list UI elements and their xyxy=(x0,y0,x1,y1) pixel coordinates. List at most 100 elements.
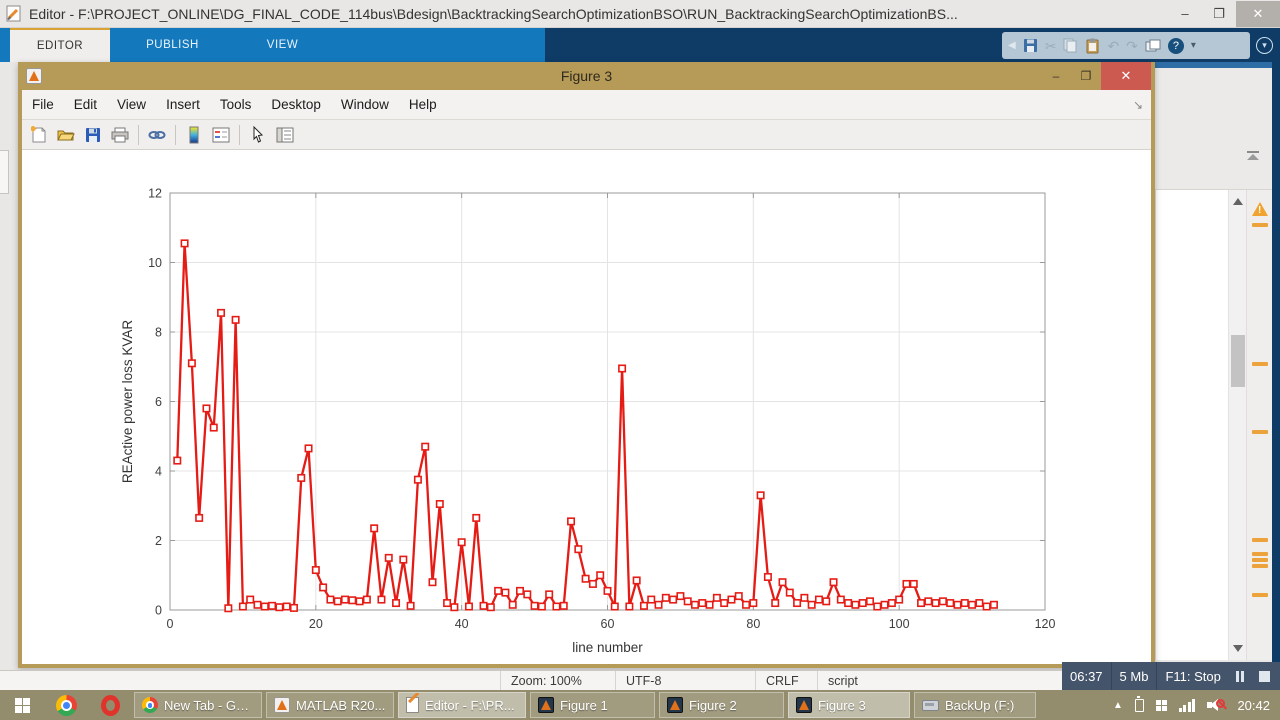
pause-icon[interactable] xyxy=(1229,670,1251,682)
network-signal-icon[interactable] xyxy=(1178,698,1196,712)
svg-text:100: 100 xyxy=(889,617,910,631)
warning-marker[interactable] xyxy=(1252,430,1268,434)
editor-statusbar: Zoom: 100% UTF-8 CRLF script xyxy=(0,670,1280,691)
insert-colorbar-icon[interactable] xyxy=(185,126,203,144)
edit-plot-icon[interactable] xyxy=(249,125,267,144)
switch-windows-icon[interactable] xyxy=(1145,39,1161,53)
warning-marker[interactable] xyxy=(1252,564,1268,568)
figure-menubar: File Edit View Insert Tools Desktop Wind… xyxy=(22,90,1151,120)
scrollbar-up-icon[interactable] xyxy=(1233,198,1243,205)
stop-icon[interactable] xyxy=(1258,670,1270,682)
editor-message-bar xyxy=(1246,190,1272,660)
figure-titlebar[interactable]: Figure 3 – ❐ ✕ xyxy=(18,62,1155,90)
scrollbar-thumb[interactable] xyxy=(1231,335,1245,387)
svg-text:60: 60 xyxy=(601,617,615,631)
warning-marker[interactable] xyxy=(1252,552,1268,556)
figure-plot-area: 0 20 40 60 80 100 120 0 2 4 6 8 10 12 line number REAct… xyxy=(22,150,1151,664)
quick-access-toolbar: ◀ ✂ ↶ ↷ ? ▾ xyxy=(1002,32,1250,59)
save-figure-icon[interactable] xyxy=(84,126,102,144)
taskbar-button-chrome[interactable]: New Tab - Go... xyxy=(134,692,262,718)
chevron-left-icon[interactable]: ◀ xyxy=(1008,39,1016,51)
windows-tray-icon[interactable] xyxy=(1155,699,1167,711)
tray-expand-icon[interactable]: ▲ xyxy=(1113,699,1123,711)
warning-marker[interactable] xyxy=(1252,538,1268,542)
chrome-icon xyxy=(142,697,158,713)
editor-icon xyxy=(406,697,419,713)
warning-marker[interactable] xyxy=(1252,593,1268,597)
figure-title: Figure 3 xyxy=(560,68,613,84)
svg-text:10: 10 xyxy=(148,256,162,270)
taskbar-button-figure3[interactable]: Figure 3 xyxy=(788,692,910,718)
volume-muted-icon[interactable] xyxy=(1207,697,1226,713)
figure-close-button[interactable]: ✕ xyxy=(1101,62,1151,90)
figure-toolbar xyxy=(22,120,1151,150)
file-type-indicator: script xyxy=(817,671,937,691)
svg-text:0: 0 xyxy=(155,604,162,618)
chrome-pinned-icon[interactable] xyxy=(44,690,88,720)
taskbar-button-backup-drive[interactable]: BackUp (F:) xyxy=(914,692,1036,718)
start-button[interactable] xyxy=(0,690,44,720)
window-minimize-button[interactable]: – xyxy=(1181,6,1189,21)
new-figure-icon[interactable] xyxy=(30,125,48,144)
figure-minimize-button[interactable]: – xyxy=(1052,69,1060,83)
svg-text:40: 40 xyxy=(455,617,469,631)
eol-indicator: CRLF xyxy=(755,671,817,691)
svg-text:20: 20 xyxy=(309,617,323,631)
taskbar-button-figure2[interactable]: Figure 2 xyxy=(659,692,784,718)
help-icon[interactable]: ? xyxy=(1167,37,1184,54)
warning-icon[interactable] xyxy=(1252,202,1268,216)
taskbar-button-figure1[interactable]: Figure 1 xyxy=(530,692,655,718)
recorder-stop-hint: F11: Stop xyxy=(1165,668,1221,684)
editor-code-strip[interactable] xyxy=(1155,190,1228,660)
warning-marker[interactable] xyxy=(1252,558,1268,562)
warning-marker[interactable] xyxy=(1252,362,1268,366)
save-icon[interactable] xyxy=(1023,38,1038,53)
chevron-down-icon[interactable]: ▾ xyxy=(1190,39,1196,51)
menu-tools[interactable]: Tools xyxy=(219,97,252,112)
menu-desktop[interactable]: Desktop xyxy=(271,97,321,112)
tab-editor[interactable]: EDITOR xyxy=(10,28,110,62)
menu-file[interactable]: File xyxy=(32,97,54,112)
collapse-panel-icon[interactable] xyxy=(1246,151,1260,161)
taskbar-button-matlab[interactable]: MATLAB R20... xyxy=(266,692,394,718)
warning-marker[interactable] xyxy=(1252,223,1268,227)
insert-legend-icon[interactable] xyxy=(212,126,230,144)
recorder-size: 5 Mb xyxy=(1119,668,1149,684)
copy-icon[interactable] xyxy=(1063,38,1078,53)
print-figure-icon[interactable] xyxy=(111,126,129,144)
encoding-indicator: UTF-8 xyxy=(615,671,755,691)
menu-view[interactable]: View xyxy=(117,97,147,112)
menu-edit[interactable]: Edit xyxy=(73,97,98,112)
matlab-figure-icon xyxy=(538,697,554,713)
open-file-icon[interactable] xyxy=(57,126,75,144)
redo-icon[interactable]: ↷ xyxy=(1126,37,1138,54)
matlab-toolstrip: EDITOR PUBLISH VIEW ◀ ✂ ↶ ↷ ? ▾ ▾ xyxy=(0,28,1280,62)
editor-scrollbar[interactable] xyxy=(1228,190,1246,660)
tab-publish[interactable]: PUBLISH xyxy=(146,39,199,51)
figure-maximize-button[interactable]: ❐ xyxy=(1080,69,1092,83)
window-close-button[interactable]: ✕ xyxy=(1236,0,1280,27)
paste-icon[interactable] xyxy=(1085,38,1100,54)
taskbar-button-editor[interactable]: Editor - F:\PR... xyxy=(398,692,526,718)
cut-icon[interactable]: ✂ xyxy=(1044,37,1057,54)
dock-figure-icon[interactable]: ↘ xyxy=(1132,97,1143,112)
plot-line xyxy=(176,242,995,610)
menu-insert[interactable]: Insert xyxy=(166,97,200,112)
minimize-toolstrip-icon[interactable]: ▾ xyxy=(1256,37,1273,54)
menu-window[interactable]: Window xyxy=(340,97,389,112)
editor-right-toolbar-area xyxy=(1155,68,1272,190)
scrollbar-down-icon[interactable] xyxy=(1233,645,1243,652)
svg-text:120: 120 xyxy=(1035,617,1056,631)
tab-view[interactable]: VIEW xyxy=(266,39,299,51)
taskbar-clock[interactable]: 20:42 xyxy=(1237,697,1270,713)
taskbar: New Tab - Go... MATLAB R20... Editor - F… xyxy=(0,690,1280,720)
editor-left-collapsed-tab[interactable] xyxy=(0,150,9,194)
link-plot-icon[interactable] xyxy=(148,126,166,144)
window-maximize-button[interactable]: ❐ xyxy=(1213,5,1225,21)
opera-pinned-icon[interactable] xyxy=(88,690,132,720)
battery-icon[interactable] xyxy=(1134,695,1144,712)
property-inspector-icon[interactable] xyxy=(276,126,294,144)
svg-text:80: 80 xyxy=(746,617,760,631)
menu-help[interactable]: Help xyxy=(408,97,437,112)
undo-icon[interactable]: ↶ xyxy=(1107,37,1120,54)
